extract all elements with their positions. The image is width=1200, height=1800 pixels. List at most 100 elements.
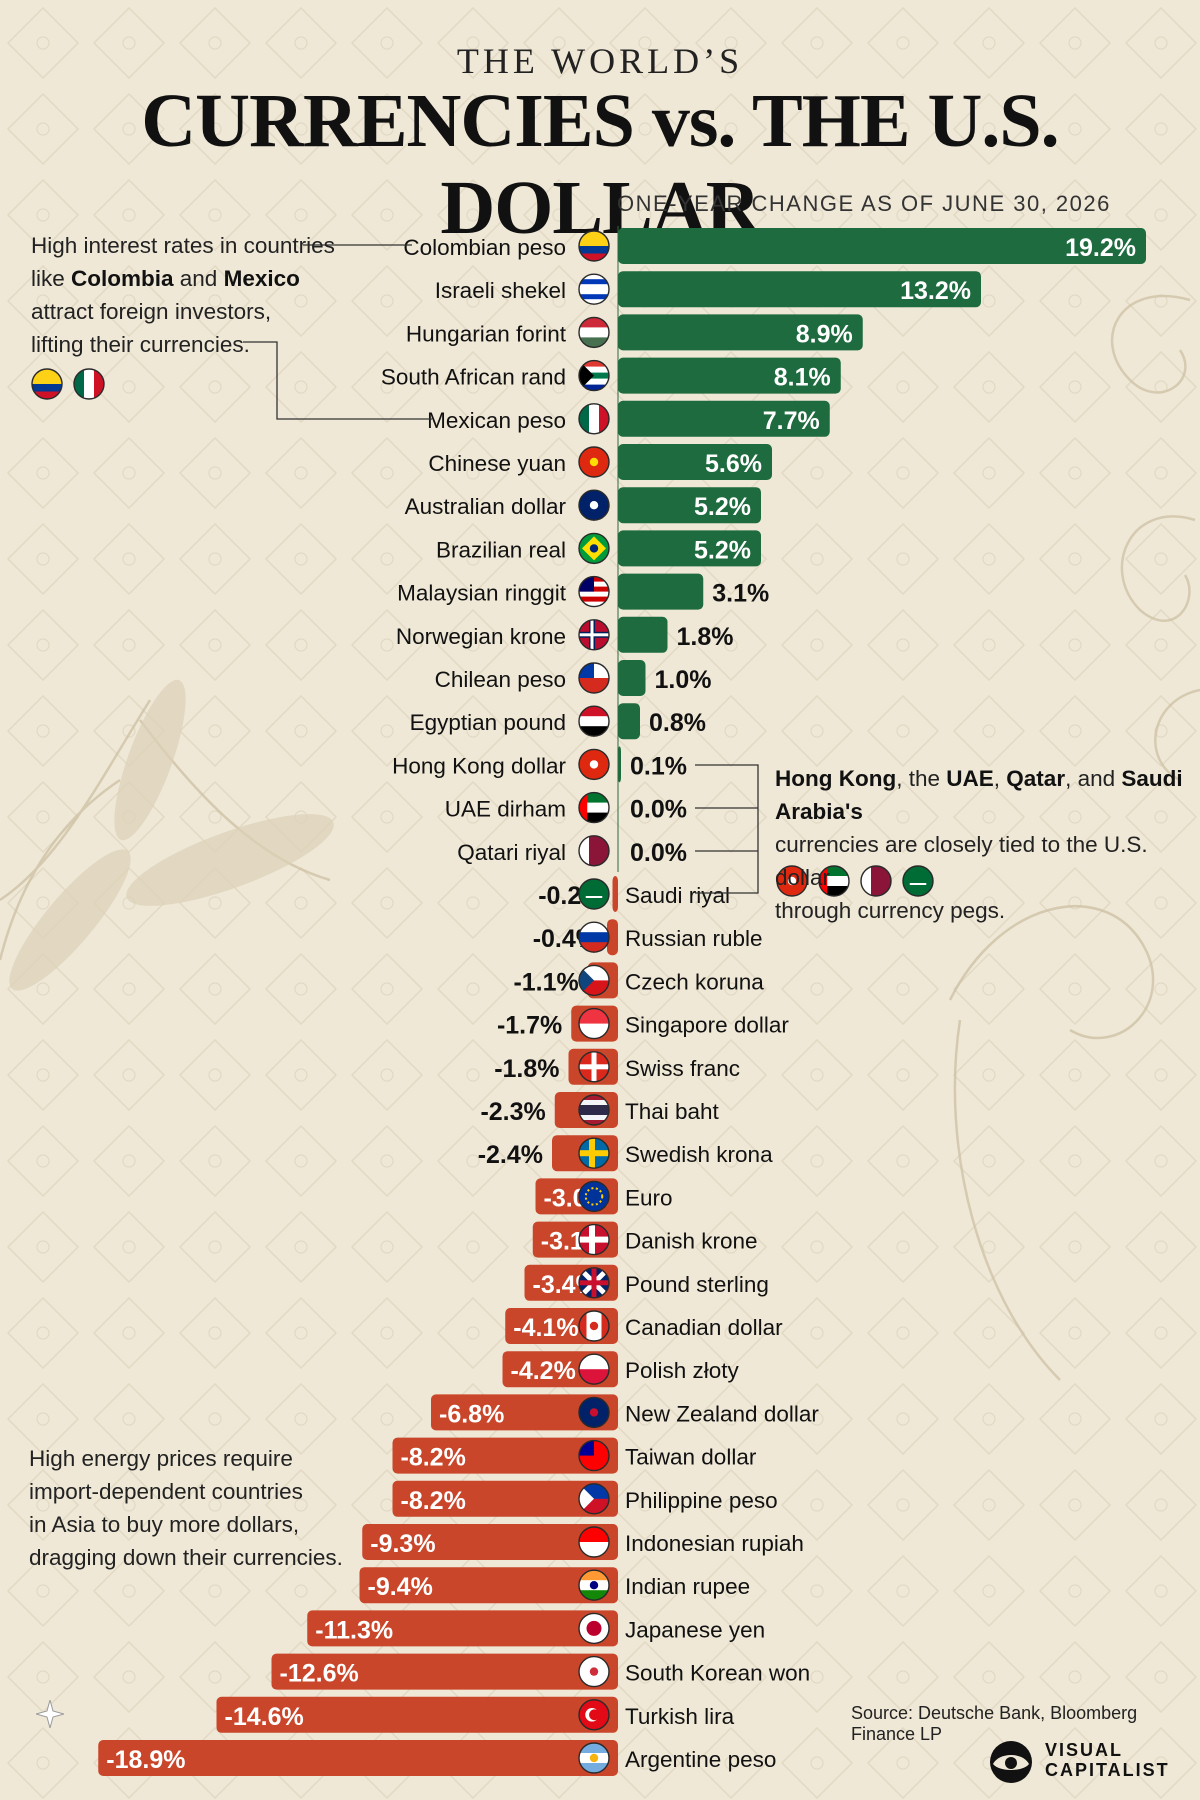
flag-outline <box>578 230 610 262</box>
flag-stripe <box>579 1008 609 1025</box>
flag-stripe <box>84 369 95 399</box>
flag-outline <box>578 619 610 651</box>
flag-stripe <box>579 337 609 348</box>
flag-outline <box>578 316 610 349</box>
annotation-line: dragging down their currencies. <box>29 1545 343 1570</box>
flag-fill <box>861 866 891 896</box>
flag-stripe <box>579 378 609 386</box>
sparkle-icon <box>34 1698 66 1733</box>
bar-9 <box>618 616 668 653</box>
turkey-flag-icon <box>578 1699 610 1731</box>
flag-stripe <box>599 835 609 866</box>
flag-cross <box>589 1138 595 1169</box>
flag-outline <box>578 1353 610 1385</box>
flag-stripe <box>601 1311 609 1341</box>
value-label: 8.9% <box>796 320 853 348</box>
bar-4 <box>618 400 830 437</box>
flag-stripe <box>579 1023 609 1039</box>
flag-emblem <box>589 760 599 769</box>
value-label: 1.8% <box>677 623 734 651</box>
qatar-flag-icon <box>578 835 610 867</box>
category-label: Singapore dollar <box>625 1013 789 1038</box>
flag-fill <box>579 749 609 780</box>
value-label: 5.2% <box>694 536 751 564</box>
bar-0 <box>618 228 1146 264</box>
china-flag-icon <box>578 446 610 478</box>
value-label: 1.0% <box>655 666 712 694</box>
flag-outline <box>578 1655 610 1688</box>
flag-stripe <box>579 932 609 943</box>
flag-emblem <box>589 1753 599 1763</box>
flag-stripe <box>579 1743 609 1754</box>
annotation-line: High interest rates in countries <box>31 233 335 258</box>
flag-fill <box>579 1311 609 1341</box>
flag-outline <box>578 446 610 478</box>
category-label: Israeli shekel <box>435 278 566 303</box>
japan-flag-icon <box>578 1612 610 1645</box>
flag-stripe <box>579 1120 609 1125</box>
bar-7 <box>618 530 761 567</box>
flag-outline <box>578 1569 610 1601</box>
flag-fill <box>579 490 609 521</box>
flag-stripe <box>579 1095 609 1101</box>
category-label: Russian ruble <box>625 926 763 951</box>
category-label: Chilean peso <box>435 667 566 692</box>
flag-fill <box>579 1570 609 1601</box>
bar-28 <box>392 1437 618 1474</box>
flag-stripe <box>819 866 849 877</box>
flag-stripe <box>599 403 609 434</box>
flag-stripe <box>819 876 849 887</box>
flag-stripe <box>32 384 62 392</box>
uae-flag-icon <box>578 791 610 824</box>
flag-cross <box>590 619 594 650</box>
flag-stripe <box>579 716 609 727</box>
hong-kong-flag-icon <box>776 865 808 897</box>
flag-fill <box>903 866 933 896</box>
flag-emblem <box>909 883 927 885</box>
value-label: -1.8% <box>494 1055 559 1083</box>
value-label: 0.1% <box>630 752 687 780</box>
flag-outline <box>578 662 610 694</box>
category-label: Philippine peso <box>625 1488 778 1513</box>
mexico-flag-icon <box>73 368 105 400</box>
flag-fill <box>579 1656 609 1687</box>
value-label: 5.6% <box>705 450 762 478</box>
value-label: 19.2% <box>1065 234 1136 262</box>
flag-outline <box>578 791 610 824</box>
flag-stripe <box>579 1110 609 1116</box>
flag-emblem <box>589 501 599 510</box>
flag-fill <box>579 965 609 996</box>
flag-fill <box>579 1267 609 1298</box>
singapore-flag-icon <box>578 1007 610 1040</box>
category-label: Argentine peso <box>625 1747 776 1772</box>
flag-stripe <box>579 678 609 693</box>
value-label: -4.1% <box>513 1314 578 1342</box>
category-label: Czech koruna <box>625 969 764 994</box>
bar-30 <box>362 1524 618 1560</box>
flag-outline <box>578 1137 610 1169</box>
annotation-text: and <box>173 266 224 291</box>
flag-stripe <box>579 1763 609 1773</box>
category-label: Danish krone <box>625 1229 758 1254</box>
saudi-flag-icon <box>578 878 610 910</box>
category-label: Taiwan dollar <box>625 1445 757 1470</box>
flag-outline <box>578 1051 610 1083</box>
flag-stripe <box>32 369 62 377</box>
bar-12 <box>618 746 621 783</box>
category-label: Turkish lira <box>625 1704 735 1729</box>
value-label: -18.9% <box>106 1746 185 1774</box>
colombia-flag-icon <box>31 368 63 400</box>
flag-stripe <box>861 866 872 896</box>
annotation-line: currencies are closely tied to the U.S. … <box>775 832 1148 890</box>
flag-stars <box>584 1187 604 1206</box>
flag-emblem <box>585 896 603 898</box>
flag-emblem <box>589 457 599 467</box>
value-label: 5.2% <box>694 493 751 521</box>
annotation-energy-prices: High energy prices require import-depend… <box>29 1442 343 1574</box>
category-label: Qatari riyal <box>457 840 566 865</box>
value-label: -9.3% <box>370 1530 435 1558</box>
value-label: -1.1% <box>513 968 578 996</box>
flag-outline <box>578 1180 610 1213</box>
flag-fill <box>579 1527 609 1557</box>
bar-27 <box>431 1394 618 1431</box>
